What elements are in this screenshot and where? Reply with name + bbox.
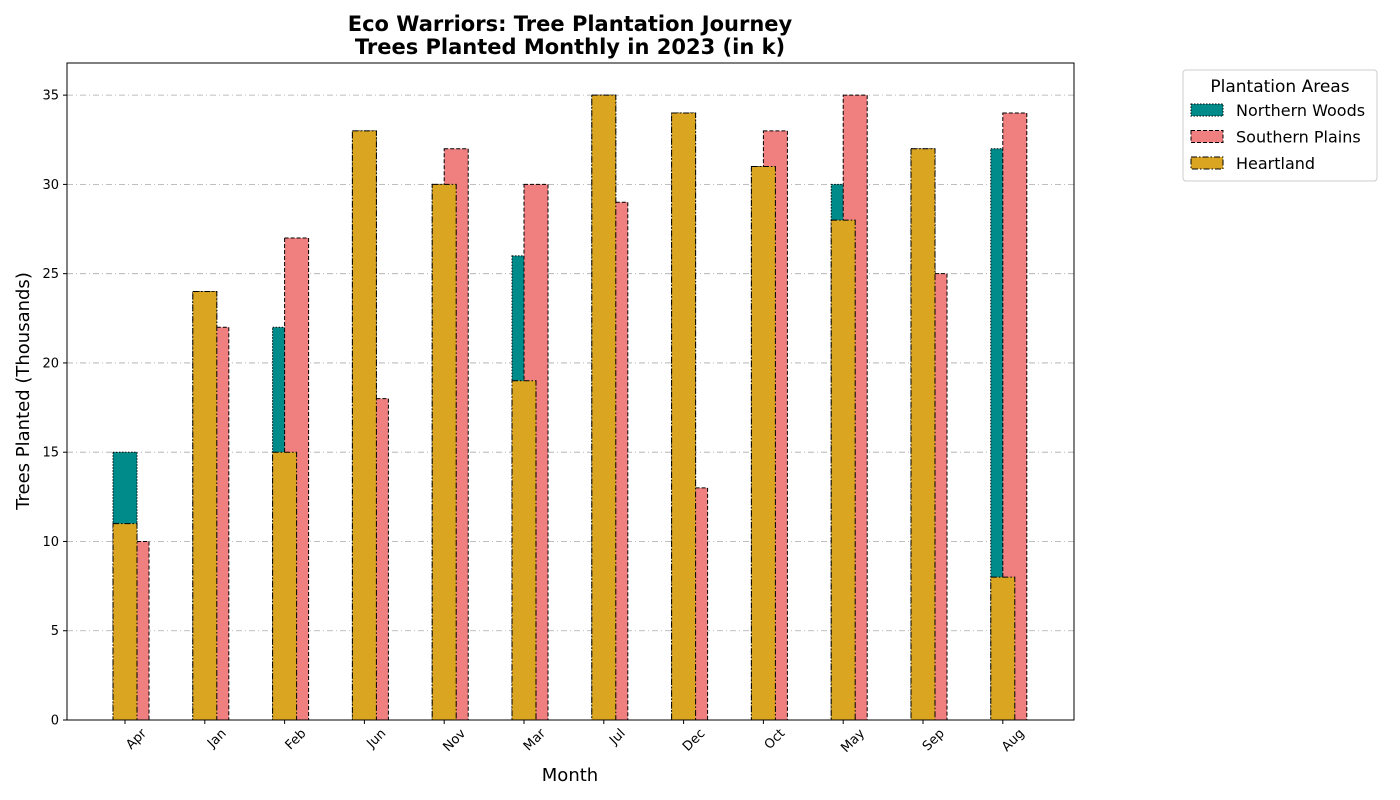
legend: Plantation Areas Northern Woods Southern … xyxy=(1182,69,1378,182)
y-tick-label: 30 xyxy=(42,178,59,193)
x-tick-label: Feb xyxy=(283,726,310,753)
x-tick-label: Oct xyxy=(762,726,789,753)
bar-heartland-mar xyxy=(511,380,537,721)
y-tick-label: 35 xyxy=(42,89,59,104)
y-axis-label: Trees Planted (Thousands) xyxy=(13,272,34,511)
bar-heartland-jul xyxy=(591,94,617,721)
bar-heartland-dec xyxy=(671,112,697,721)
legend-label: Heartland xyxy=(1236,154,1315,173)
legend-title: Plantation Areas xyxy=(1210,77,1349,97)
legend-swatch xyxy=(1190,130,1224,143)
x-tick-label: Nov xyxy=(440,726,469,755)
y-tick-label: 10 xyxy=(42,535,59,550)
legend-frame xyxy=(1182,69,1378,182)
y-tick-label: 25 xyxy=(42,267,59,282)
bar-heartland-jun xyxy=(351,130,377,721)
x-tick-label: Jun xyxy=(364,726,390,752)
y-tick-label: 0 xyxy=(51,714,59,729)
gridlines xyxy=(67,94,1074,632)
legend-items: Northern Woods Southern Plains Heartland xyxy=(1190,101,1365,173)
bar-heartland-oct xyxy=(750,166,776,721)
bar-heartland-aug xyxy=(990,576,1016,721)
legend-swatch xyxy=(1190,103,1224,117)
y-tick-label: 20 xyxy=(42,356,59,371)
x-tick-label: Mar xyxy=(521,726,549,754)
x-tick-label: Aug xyxy=(999,726,1028,755)
y-tick-label: 5 xyxy=(51,624,59,639)
chart-title-line2: Trees Planted Monthly in 2023 (in k) xyxy=(355,35,785,59)
y-axis-ticks: 0 5 10 15 20 25 30 35 xyxy=(42,89,67,729)
x-axis-label: Month xyxy=(542,765,598,786)
legend-label: Northern Woods xyxy=(1236,101,1365,120)
legend-label: Southern Plains xyxy=(1236,128,1361,147)
bar-heartland-sep xyxy=(910,148,936,721)
chart-title-line1: Eco Warriors: Tree Plantation Journey xyxy=(348,12,793,36)
bars xyxy=(112,94,1028,721)
x-tick-label: Jul xyxy=(606,726,628,748)
bar-heartland-nov xyxy=(431,183,457,721)
bar-heartland-apr xyxy=(112,523,138,721)
y-tick-label: 15 xyxy=(42,446,59,461)
plot-frame xyxy=(66,62,1075,721)
x-tick-label: Sep xyxy=(920,726,948,754)
bar-heartland-jan xyxy=(192,291,218,721)
legend-swatch xyxy=(1190,156,1224,170)
x-tick-label: Jan xyxy=(204,726,229,751)
x-tick-label: May xyxy=(838,726,868,756)
x-tick-label: Dec xyxy=(680,726,708,754)
x-tick-label: Apr xyxy=(123,726,150,753)
bar-heartland-feb xyxy=(272,451,298,721)
bar-heartland-may xyxy=(830,219,856,721)
x-axis-ticks: Apr Jan Feb Jun Nov Mar Jul Dec Oct May Sep Aug xyxy=(123,720,1028,756)
